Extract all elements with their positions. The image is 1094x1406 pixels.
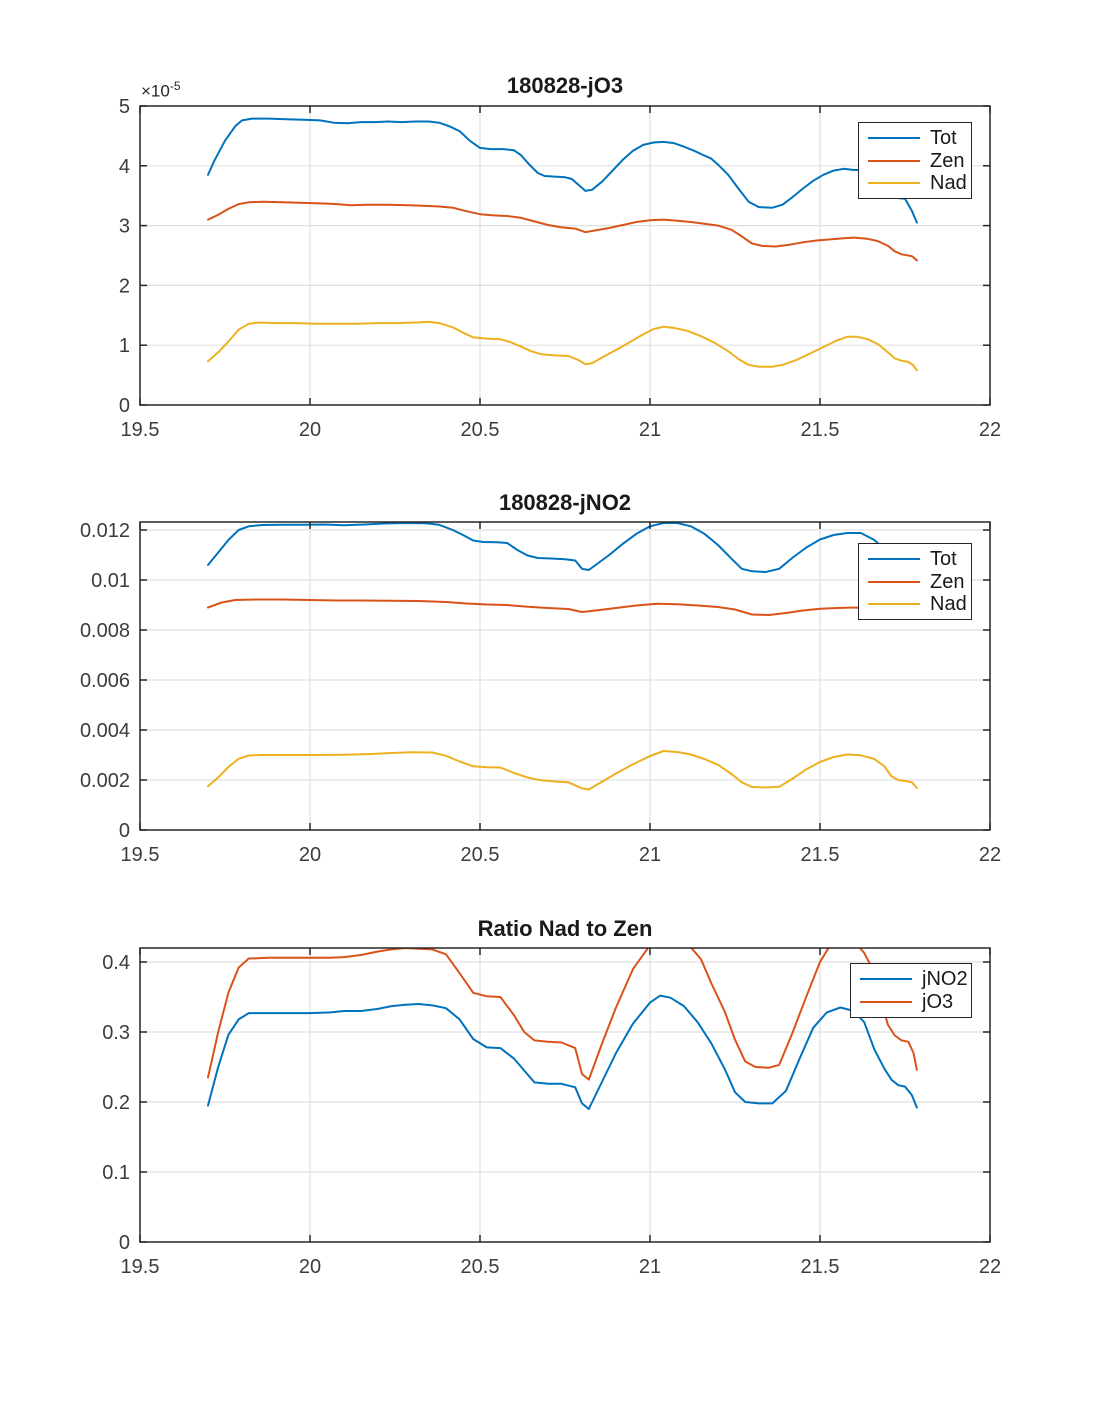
y-tick-label: 3	[119, 216, 130, 238]
y-tick-label: 5	[119, 96, 130, 118]
legend-line-sample	[868, 580, 920, 583]
legend-entry-tot: Tot	[859, 128, 971, 148]
x-tick-label: 20.5	[461, 844, 500, 866]
chart-jo3: 19.5 20 20.5 21 21.5 22 0 1 2 3 4 5	[119, 96, 1001, 441]
x-tick-label: 20	[299, 844, 321, 866]
x-tick-label: 22	[979, 419, 1001, 441]
legend-line-sample	[860, 1001, 912, 1003]
exponent-base: ×10	[141, 81, 170, 101]
legend-line-sample	[868, 182, 920, 185]
grid-jo3	[140, 106, 990, 405]
legend-entry-label: Nad	[930, 593, 967, 616]
series-line-Tot	[207, 117, 918, 224]
x-tick-label: 22	[979, 1256, 1001, 1278]
legend-entry-label: Tot	[930, 126, 957, 149]
x-tick-label: 20	[299, 419, 321, 441]
y-tick-label: 2	[119, 275, 130, 297]
legend-entry-nad: Nad	[859, 173, 971, 193]
x-tick-label: 22	[979, 844, 1001, 866]
y-tick-label: 0.2	[102, 1092, 130, 1114]
legend-line-sample	[868, 603, 920, 606]
legend-entry-label: Nad	[930, 172, 967, 195]
y-tick-label: 0	[119, 820, 130, 842]
y-tick-label: 0.1	[102, 1162, 130, 1184]
y-tick-label: 0.012	[80, 520, 130, 542]
y-tick-label: 0.01	[91, 570, 130, 592]
tick-labels-jno2: 19.5 20 20.5 21 21.5 22 0 0.002 0.004 0.006 0.008 0…	[80, 520, 1001, 866]
chart-title-jno2: 180828-jNO2	[498, 490, 632, 515]
y-tick-label: 0	[119, 395, 130, 417]
grid-ratio	[140, 948, 990, 1242]
series-group-jno2	[207, 522, 920, 791]
series-line-Nad	[207, 320, 918, 372]
y-tick-label: 0.008	[80, 620, 130, 642]
legend-line-sample	[868, 159, 920, 162]
y-tick-label: 0.3	[102, 1022, 130, 1044]
legend-entry-label: Zen	[930, 570, 965, 593]
series-line-Zen	[207, 598, 920, 619]
legend-entry-zen: Zen	[859, 151, 971, 171]
series-line-jO3	[207, 948, 918, 1081]
x-tick-label: 19.5	[121, 419, 160, 441]
axes-jo3	[139, 105, 991, 406]
x-tick-label: 19.5	[121, 844, 160, 866]
x-tick-label: 21	[639, 844, 661, 866]
legend-line-sample	[860, 978, 912, 980]
legend-line-sample	[868, 557, 920, 560]
series-group-ratio	[207, 948, 918, 1110]
y-tick-label: 0.006	[80, 670, 130, 692]
legend-entry-label: jO3	[922, 991, 954, 1013]
legend-entry-label: jNO2	[922, 968, 968, 990]
tick-labels-jo3: 19.5 20 20.5 21 21.5 22 0 1 2 3 4 5	[119, 96, 1001, 441]
legend-ratio[interactable]: jNO2 jO3	[850, 963, 972, 1018]
legend-entry-nad: Nad	[859, 594, 971, 614]
axes-jno2	[139, 521, 991, 831]
legend-jno2[interactable]: Tot Zen Nad	[858, 543, 972, 620]
x-tick-label: 19.5	[121, 1256, 160, 1278]
x-tick-label: 21.5	[801, 419, 840, 441]
x-tick-label: 21.5	[801, 844, 840, 866]
legend-entry-jno2: jNO2	[851, 969, 971, 989]
y-tick-label: 0.004	[80, 720, 130, 742]
legend-entry-label: Zen	[930, 149, 965, 172]
series-line-Tot	[207, 522, 920, 591]
x-tick-label: 20.5	[461, 1256, 500, 1278]
x-tick-label: 21.5	[801, 1256, 840, 1278]
x-tick-label: 21	[639, 419, 661, 441]
series-line-jNO2	[207, 994, 918, 1110]
y-tick-label: 0	[119, 1232, 130, 1254]
y-axis-exponent-label: ×10-5	[141, 79, 181, 102]
x-tick-label: 20	[299, 1256, 321, 1278]
series-group-jo3	[207, 117, 918, 372]
y-tick-label: 4	[119, 156, 130, 178]
series-line-Zen	[207, 200, 918, 262]
x-tick-label: 21	[639, 1256, 661, 1278]
y-tick-label: 0.002	[80, 770, 130, 792]
x-tick-label: 20.5	[461, 419, 500, 441]
legend-entry-label: Tot	[930, 547, 957, 570]
y-tick-label: 1	[119, 335, 130, 357]
legend-entry-jo3: jO3	[851, 992, 971, 1012]
chart-ratio: 19.5 20 20.5 21 21.5 22 0 0.1 0.2 0.3 0.4	[102, 947, 1001, 1278]
grid-jno2	[140, 522, 990, 830]
legend-line-sample	[868, 136, 920, 139]
chart-jno2: 19.5 20 20.5 21 21.5 22 0 0.002 0.004 0.006 0.008 0…	[80, 520, 1001, 866]
legend-entry-tot: Tot	[859, 549, 971, 569]
y-tick-label: 0.4	[102, 952, 130, 974]
chart-title-jo3: 180828-jO3	[506, 73, 624, 98]
series-line-Nad	[207, 750, 918, 791]
legend-jo3[interactable]: Tot Zen Nad	[858, 122, 972, 199]
tick-labels-ratio: 19.5 20 20.5 21 21.5 22 0 0.1 0.2 0.3 0.4	[102, 952, 1001, 1278]
legend-entry-zen: Zen	[859, 572, 971, 592]
exponent-power: -5	[169, 79, 181, 93]
axes-ratio	[139, 947, 991, 1243]
chart-title-ratio: Ratio Nad to Zen	[477, 916, 653, 941]
